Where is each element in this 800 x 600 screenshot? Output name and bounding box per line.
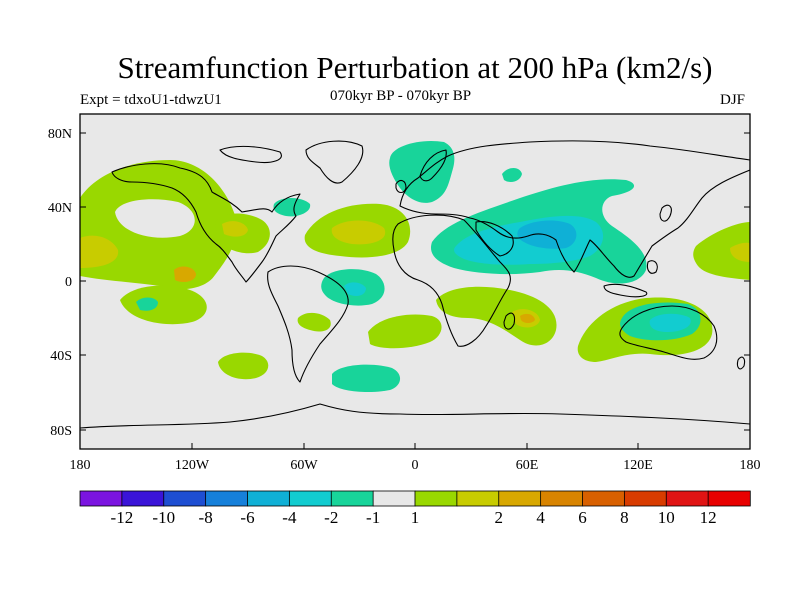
coastline-scandinavia — [419, 149, 447, 182]
lon-tick-label: 0 — [412, 458, 419, 473]
lon-tick-label: 60W — [290, 458, 318, 473]
colorbar-label: 6 — [578, 508, 587, 527]
colorbar-swatch — [665, 490, 709, 507]
lon-tick-label: 120E — [623, 458, 653, 473]
colorbar-label: -1 — [366, 508, 380, 527]
colorbar-label: -6 — [240, 508, 254, 527]
lat-tick-label: 0 — [65, 275, 72, 290]
colorbar-swatch — [498, 490, 542, 507]
lat-axis: 80N 40N 0 40S 80S — [48, 127, 750, 439]
lat-tick-label: 80S — [50, 424, 72, 439]
anomaly-australia-level2 — [649, 313, 691, 332]
anomaly-west-pacific-level4 — [730, 242, 750, 262]
colorbar-swatch — [79, 490, 123, 507]
coastline-south-america — [267, 265, 349, 383]
contour-fields — [80, 140, 750, 429]
coastline-madagascar — [503, 312, 516, 330]
coastline-arabia — [475, 221, 514, 257]
colorbar-swatch — [247, 490, 291, 507]
coastline-eurasia — [399, 140, 750, 278]
lat-tick-label: 40S — [50, 349, 72, 364]
coastline-antarctica — [80, 403, 750, 429]
coastline-africa — [392, 214, 511, 347]
lon-tick-label: 180 — [70, 458, 91, 473]
anomaly-southern-africa-level6 — [520, 313, 535, 323]
colorbar-label: 12 — [700, 508, 717, 527]
anomaly-south-pacific-positive — [120, 285, 207, 325]
lon-axis: 180 120W 60W 0 60E 120E 180 — [70, 443, 761, 473]
colorbar-swatch — [623, 490, 667, 507]
colorbar — [79, 490, 751, 507]
coastline-arctic-canada — [219, 145, 282, 164]
colorbar-label: -4 — [282, 508, 297, 527]
anomaly-north-pacific-level4 — [80, 235, 119, 268]
anomaly-north-atlantic-level4 — [331, 220, 386, 245]
anomaly-central-america-level4 — [222, 221, 248, 237]
colorbar-swatch — [582, 490, 626, 507]
colorbar-swatch — [163, 490, 207, 507]
colorbar-label: 4 — [536, 508, 545, 527]
coastline-japan — [659, 204, 672, 222]
coastline-australia — [619, 305, 718, 360]
lat-tick-label: 40N — [48, 201, 72, 216]
anomaly-south-atlantic-positive — [368, 314, 442, 349]
anomaly-south-pacific-east-positive — [218, 352, 269, 380]
colorbar-swatch — [707, 490, 751, 507]
lon-tick-label: 180 — [740, 458, 761, 473]
coastline-british-isles — [395, 179, 407, 194]
colorbar-swatch — [456, 490, 500, 507]
coastline-north-america — [111, 163, 301, 283]
coastline-new-zealand — [736, 356, 746, 370]
colorbar-swatch — [288, 490, 332, 507]
colorbar-labels: -12 -10 -8 -6 -4 -2 -1 1 2 4 6 8 10 12 — [111, 508, 717, 527]
colorbar-label: 1 — [411, 508, 420, 527]
anomaly-north-pacific-level6 — [174, 266, 196, 282]
coastline-greenland — [305, 140, 364, 184]
lat-tick-label: 80N — [48, 127, 72, 142]
anomaly-tropical-atlantic-level2 — [344, 282, 366, 296]
colorbar-label: -2 — [324, 508, 338, 527]
coastline-southeast-asia-islands — [603, 260, 658, 298]
experiment-label: Expt = tdxoU1-tdwzU1 — [80, 92, 222, 108]
anomaly-south-america-positive — [297, 312, 331, 332]
colorbar-label: -10 — [152, 508, 175, 527]
anomaly-north-pacific-positive — [80, 160, 237, 290]
colorbar-swatch — [330, 490, 374, 507]
lon-tick-label: 60E — [516, 458, 539, 473]
season-label: DJF — [720, 92, 746, 108]
anomaly-southern-ocean-negative — [332, 364, 401, 392]
colorbar-label: 2 — [495, 508, 504, 527]
colorbar-label: 8 — [620, 508, 629, 527]
plot-title: Streamfunction Perturbation at 200 hPa (… — [117, 50, 713, 85]
colorbar-label: -8 — [199, 508, 213, 527]
colorbar-swatch — [372, 490, 416, 507]
colorbar-label: 10 — [658, 508, 675, 527]
coastlines — [80, 140, 750, 429]
anomaly-southern-africa-positive — [436, 286, 557, 346]
time-range-label: 070kyr BP - 070kyr BP — [330, 88, 472, 104]
colorbar-swatch — [414, 490, 458, 507]
colorbar-label: -12 — [111, 508, 134, 527]
anomaly-central-asia-negative — [502, 168, 522, 182]
colorbar-swatch — [121, 490, 165, 507]
colorbar-swatch — [205, 490, 249, 507]
colorbar-swatch — [540, 490, 584, 507]
anomaly-south-pacific-negative — [136, 297, 158, 311]
anomaly-west-pacific-positive — [693, 222, 750, 280]
lon-tick-label: 120W — [175, 458, 210, 473]
anomaly-north-america-negative — [273, 198, 311, 217]
